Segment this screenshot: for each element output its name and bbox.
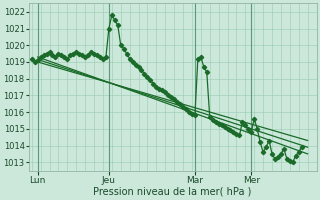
X-axis label: Pression niveau de la mer( hPa ): Pression niveau de la mer( hPa ) xyxy=(93,187,252,197)
